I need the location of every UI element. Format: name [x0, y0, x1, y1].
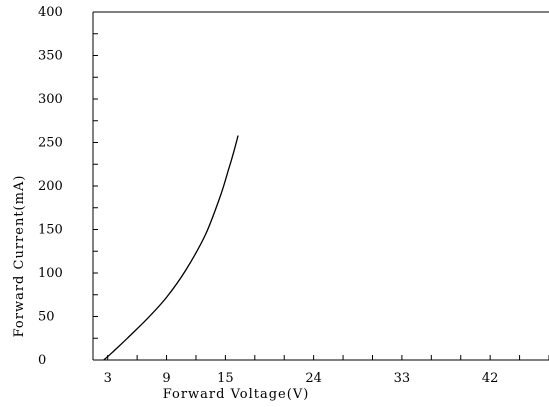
- y-tick-label: 100: [38, 266, 63, 281]
- x-axis-title: Forward Voltage(V): [163, 387, 310, 402]
- x-axis: 3 9 15 24 33 42: [104, 355, 549, 386]
- x-tick-label: 42: [482, 371, 499, 386]
- x-tick-label: 9: [162, 371, 170, 386]
- y-tick-label: 150: [38, 223, 63, 238]
- x-tick-label: 15: [217, 371, 234, 386]
- y-tick-label: 250: [38, 136, 63, 151]
- y-tick-label: 0: [38, 353, 46, 368]
- x-tick-label: 3: [104, 371, 112, 386]
- y-tick-label: 200: [38, 179, 63, 194]
- plot-frame: [92, 11, 549, 361]
- y-tick-label: 50: [38, 310, 55, 325]
- y-axis-title: Forward Current(mA): [12, 175, 27, 338]
- series-layer: [103, 135, 239, 361]
- series-line: [103, 135, 239, 361]
- y-tick-label: 300: [38, 92, 63, 107]
- x-tick-label: 24: [305, 371, 322, 386]
- y-axis: 0 50 100 150 200 250 300 350 400: [38, 5, 98, 368]
- y-tick-label: 400: [38, 5, 63, 20]
- y-tick-label: 350: [38, 49, 63, 64]
- x-tick-label: 33: [394, 371, 411, 386]
